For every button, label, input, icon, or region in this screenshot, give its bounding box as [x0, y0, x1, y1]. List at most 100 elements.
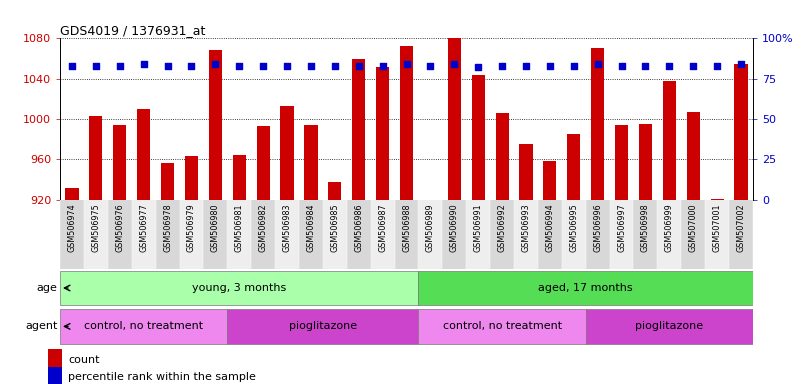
Bar — [60, 200, 84, 269]
Bar — [256, 126, 270, 200]
Point — [710, 63, 723, 69]
Bar — [113, 125, 127, 200]
Point — [686, 63, 699, 69]
FancyBboxPatch shape — [586, 309, 753, 344]
Bar — [371, 200, 395, 269]
Text: GSM506978: GSM506978 — [163, 203, 172, 252]
Point — [328, 63, 341, 69]
Point — [543, 63, 556, 69]
Text: GSM506988: GSM506988 — [402, 203, 411, 252]
Text: young, 3 months: young, 3 months — [192, 283, 287, 293]
Bar — [347, 200, 371, 269]
Bar — [591, 48, 604, 200]
Bar — [275, 200, 299, 269]
Bar — [658, 200, 682, 269]
Bar — [323, 200, 347, 269]
Point — [424, 63, 437, 69]
Point — [137, 61, 150, 67]
Text: GSM507002: GSM507002 — [736, 203, 746, 252]
Point — [352, 63, 365, 69]
FancyBboxPatch shape — [60, 309, 227, 344]
Text: control, no treatment: control, no treatment — [84, 321, 203, 331]
Text: aged, 17 months: aged, 17 months — [538, 283, 633, 293]
FancyBboxPatch shape — [418, 309, 586, 344]
Bar — [299, 200, 323, 269]
Text: GSM506985: GSM506985 — [330, 203, 340, 252]
Text: GSM506999: GSM506999 — [665, 203, 674, 252]
Bar — [48, 349, 62, 371]
Point — [280, 63, 293, 69]
Bar — [161, 163, 174, 200]
Bar — [108, 200, 131, 269]
Bar — [252, 200, 275, 269]
Bar — [227, 200, 252, 269]
Bar — [586, 200, 610, 269]
Bar — [66, 187, 78, 200]
Bar — [514, 200, 538, 269]
Point — [376, 63, 389, 69]
Bar — [567, 134, 580, 200]
Bar — [137, 109, 151, 200]
Text: GSM506980: GSM506980 — [211, 203, 219, 252]
Text: count: count — [68, 355, 99, 365]
Text: GSM506987: GSM506987 — [378, 203, 387, 252]
Bar — [490, 200, 514, 269]
Bar — [352, 58, 365, 200]
Bar — [735, 64, 747, 200]
Point — [735, 61, 747, 67]
Bar — [710, 199, 723, 200]
Bar — [562, 200, 586, 269]
Text: GSM506982: GSM506982 — [259, 203, 268, 252]
Text: GSM506976: GSM506976 — [115, 203, 124, 252]
Bar — [84, 200, 108, 269]
Text: GSM506984: GSM506984 — [307, 203, 316, 252]
Point — [520, 63, 533, 69]
Text: GSM506998: GSM506998 — [641, 203, 650, 252]
Point — [591, 61, 604, 67]
Bar — [131, 200, 155, 269]
Bar — [179, 200, 203, 269]
FancyBboxPatch shape — [60, 271, 418, 305]
Bar — [203, 200, 227, 269]
Text: pioglitazone: pioglitazone — [635, 321, 703, 331]
Text: GSM506996: GSM506996 — [594, 203, 602, 252]
Text: GSM506974: GSM506974 — [67, 203, 77, 252]
Bar — [442, 200, 466, 269]
Bar — [448, 38, 461, 200]
Bar — [400, 46, 413, 200]
Point — [663, 63, 676, 69]
Text: GSM507000: GSM507000 — [689, 203, 698, 252]
Bar — [472, 74, 485, 200]
Bar — [466, 200, 490, 269]
Bar — [705, 200, 729, 269]
Bar — [418, 200, 442, 269]
Point — [209, 61, 222, 67]
Text: GSM506993: GSM506993 — [521, 203, 530, 252]
Text: GSM506992: GSM506992 — [497, 203, 506, 252]
Point — [161, 63, 174, 69]
Bar — [543, 161, 557, 200]
Point — [304, 63, 317, 69]
Point — [257, 63, 270, 69]
Bar — [48, 367, 62, 384]
Bar — [280, 106, 294, 200]
Bar — [729, 200, 753, 269]
Bar — [185, 156, 198, 200]
Bar — [90, 116, 103, 200]
Bar — [615, 125, 628, 200]
Text: GDS4019 / 1376931_at: GDS4019 / 1376931_at — [60, 24, 205, 37]
Text: GSM506991: GSM506991 — [473, 203, 483, 252]
Bar — [328, 182, 341, 200]
Text: age: age — [37, 283, 58, 293]
Text: GSM506997: GSM506997 — [617, 203, 626, 252]
Text: GSM506981: GSM506981 — [235, 203, 244, 252]
Text: GSM506989: GSM506989 — [426, 203, 435, 252]
Point — [233, 63, 246, 69]
Point — [496, 63, 509, 69]
Text: percentile rank within the sample: percentile rank within the sample — [68, 372, 256, 382]
Bar — [496, 113, 509, 200]
Bar — [155, 200, 179, 269]
Text: GSM506994: GSM506994 — [545, 203, 554, 252]
Text: pioglitazone: pioglitazone — [289, 321, 357, 331]
Bar — [209, 50, 222, 200]
